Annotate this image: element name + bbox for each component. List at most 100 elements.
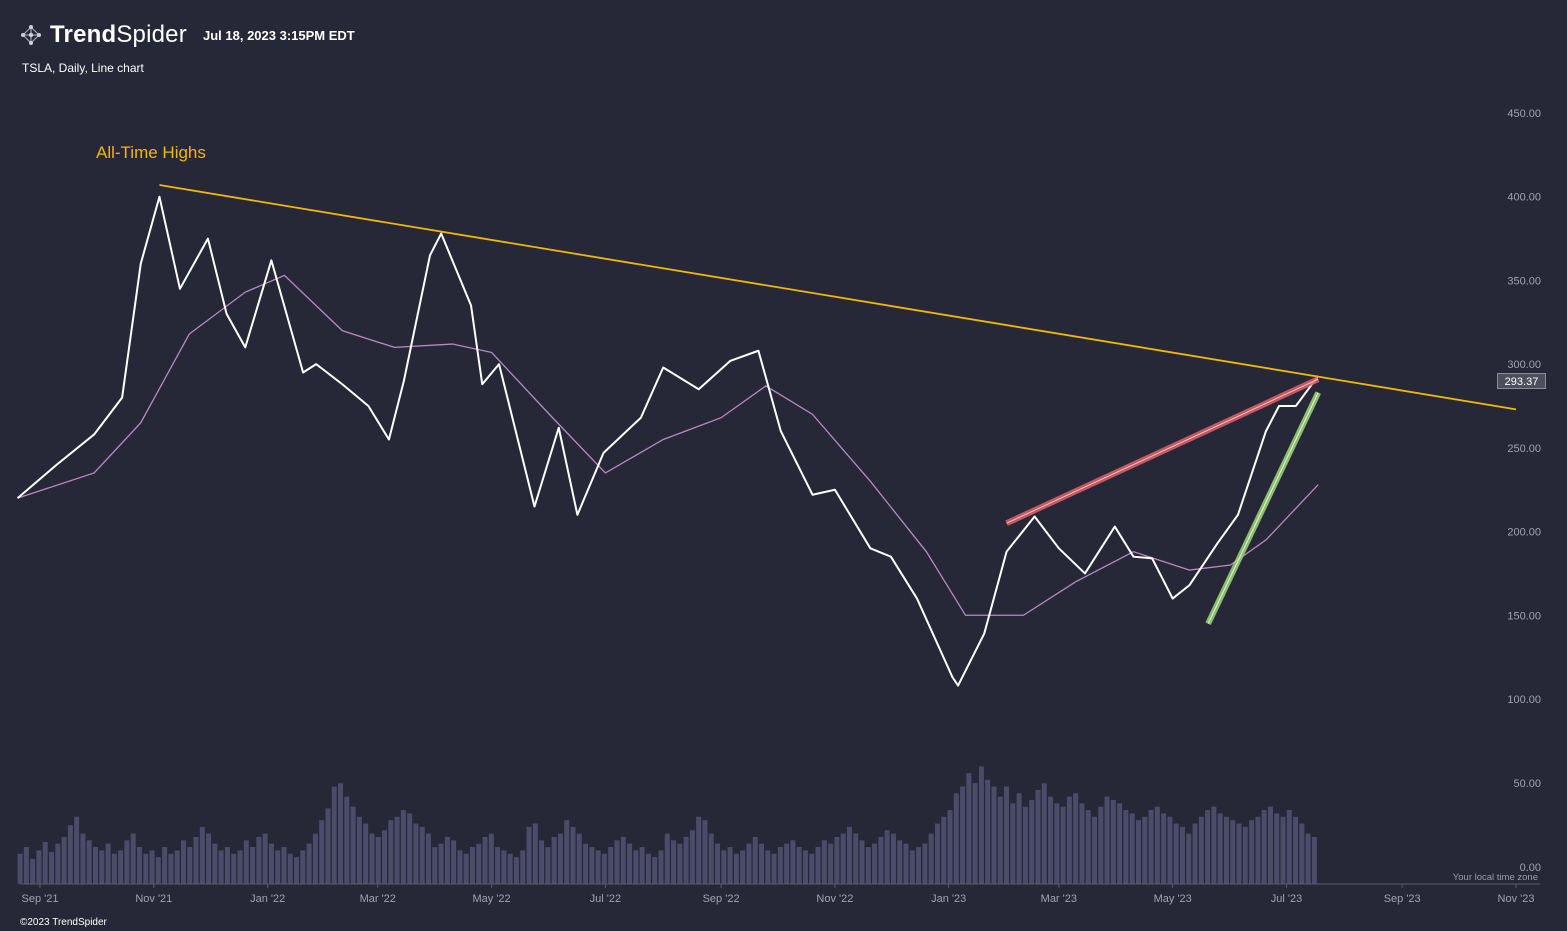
volume-bar xyxy=(99,850,105,884)
all-time-high-trendline xyxy=(159,184,1517,411)
volume-bar xyxy=(444,836,450,884)
volume-bar xyxy=(23,847,29,884)
volume-bar xyxy=(733,853,739,884)
volume-bar xyxy=(224,847,230,884)
volume-bar xyxy=(941,816,947,884)
volume-bar xyxy=(394,816,400,884)
volume-bar xyxy=(740,850,746,884)
time-tick-label: Nov '22 xyxy=(816,893,853,905)
volume-bar xyxy=(1192,823,1198,884)
volume-bar xyxy=(627,843,633,884)
volume-bar xyxy=(1092,816,1097,884)
volume-bar xyxy=(991,786,997,884)
price-tick-label: 100.00 xyxy=(1507,694,1541,706)
volume-bar xyxy=(1029,800,1035,884)
volume-bar xyxy=(325,808,331,884)
volume-bar xyxy=(49,852,55,884)
volume-bar xyxy=(928,833,934,884)
time-tick-label: Sep '21 xyxy=(22,893,59,905)
volume-tick-label: 50.00 xyxy=(1513,778,1541,790)
volume-bar xyxy=(1173,823,1179,884)
chart-subtitle: TSLA, Daily, Line chart xyxy=(22,61,144,75)
volume-bar xyxy=(784,843,790,884)
volume-bar xyxy=(821,840,827,884)
volume-bar xyxy=(426,833,431,884)
volume-bar xyxy=(174,850,180,884)
price-tick-label: 450.00 xyxy=(1507,108,1541,120)
volume-bar xyxy=(557,833,563,884)
volume-bar xyxy=(67,825,73,884)
volume-bar xyxy=(859,840,865,884)
volume-bar xyxy=(828,843,834,884)
volume-bar xyxy=(231,853,237,884)
volume-bar xyxy=(1048,796,1054,884)
volume-bar xyxy=(180,840,186,884)
volume-bar xyxy=(42,842,48,884)
volume-bar xyxy=(671,840,677,884)
volume-bar xyxy=(840,833,846,884)
volume-bar xyxy=(633,850,639,884)
volume-bar xyxy=(721,850,727,884)
volume-bar xyxy=(539,840,545,884)
volume-bar xyxy=(36,850,42,884)
volume-bar xyxy=(878,836,884,884)
volume-bar xyxy=(601,853,607,884)
volume-bar xyxy=(1217,813,1223,884)
volume-bar xyxy=(268,843,274,884)
volume-bar xyxy=(1041,783,1047,884)
all-time-highs-annotation: All-Time Highs xyxy=(96,143,206,162)
volume-bar xyxy=(1161,813,1167,884)
volume-bar xyxy=(752,836,758,884)
volume-bar xyxy=(1123,810,1129,884)
resistance-channel-highlight xyxy=(1006,378,1319,524)
volume-bar xyxy=(545,847,551,884)
volume-bar xyxy=(476,843,482,884)
volume-bar xyxy=(853,833,859,884)
volume-bar xyxy=(1286,810,1292,884)
volume-bar xyxy=(809,853,815,884)
volume-bar xyxy=(1054,803,1060,884)
volume-bar xyxy=(1142,816,1148,884)
volume-bar xyxy=(1098,806,1104,884)
volume-bar xyxy=(1205,810,1211,884)
volume-bar xyxy=(457,850,463,884)
volume-bar xyxy=(1060,806,1066,884)
volume-bar xyxy=(696,816,702,884)
price-tick-label: 300.00 xyxy=(1507,359,1541,371)
volume-bar xyxy=(1135,820,1141,884)
volume-bar xyxy=(1016,793,1022,884)
volume-bar xyxy=(689,830,695,884)
time-tick-label: Nov '23 xyxy=(1498,893,1535,905)
volume-bar xyxy=(916,847,922,884)
volume-bar xyxy=(966,773,972,884)
volume-bar xyxy=(61,836,67,884)
time-tick-label: Jul '23 xyxy=(1271,893,1302,905)
volume-bar xyxy=(872,843,878,884)
volume-bar xyxy=(407,813,413,884)
trendspider-logo-icon xyxy=(21,25,41,45)
volume-bar xyxy=(287,853,293,884)
volume-bar xyxy=(652,857,658,884)
volume-bar xyxy=(111,853,117,884)
volume-bar xyxy=(865,847,871,884)
volume-bar xyxy=(344,796,350,884)
volume-bar xyxy=(1035,789,1041,884)
volume-bar xyxy=(1085,810,1091,884)
volume-bar xyxy=(488,833,494,884)
volume-bar xyxy=(1198,816,1204,884)
volume-bar xyxy=(124,840,130,884)
volume-bar xyxy=(482,836,488,884)
volume-bar xyxy=(1211,806,1217,884)
volume-bar xyxy=(759,843,764,884)
volume-bar xyxy=(564,820,570,884)
volume-bar xyxy=(55,843,61,884)
volume-bar xyxy=(143,853,149,884)
price-tick-label: 250.00 xyxy=(1507,443,1541,455)
volume-bar xyxy=(80,833,86,884)
volume-bar xyxy=(790,840,796,884)
volume-bar xyxy=(218,850,224,884)
volume-bar xyxy=(645,853,651,884)
volume-bar xyxy=(1079,803,1085,884)
volume-bar xyxy=(400,810,406,884)
